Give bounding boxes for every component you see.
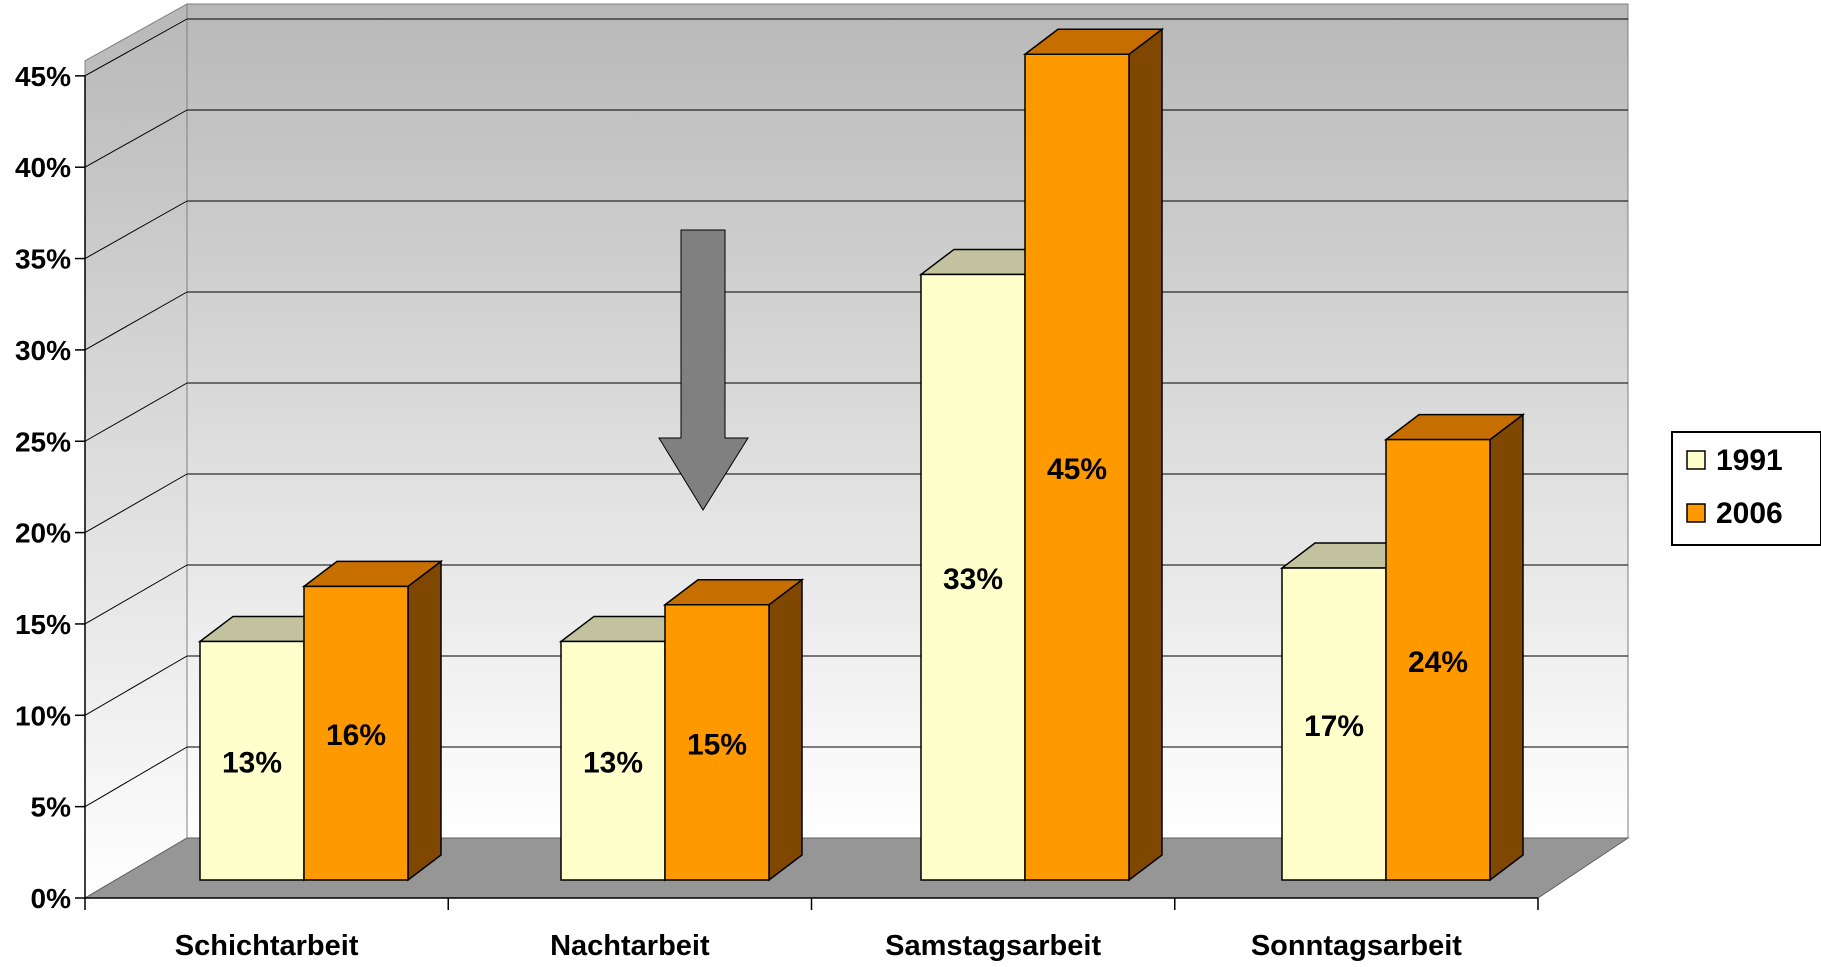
x-tick-label: Schichtarbeit <box>175 930 359 962</box>
y-tick-label: 25% <box>15 426 71 457</box>
gridline-side <box>84 473 188 534</box>
y-tick-label: 40% <box>15 152 71 183</box>
gridline-side <box>84 564 188 625</box>
data-label: 45% <box>1047 453 1107 486</box>
bar-front <box>560 640 666 881</box>
data-label: 15% <box>687 728 747 761</box>
gridline-side <box>84 382 188 442</box>
y-tick-label: 45% <box>15 61 71 92</box>
bar-2006-3 <box>1383 413 1526 882</box>
data-label: 13% <box>222 747 282 780</box>
gridline-side <box>84 109 188 168</box>
x-tick-label: Sonntagsarbeit <box>1251 930 1462 962</box>
bar-front <box>199 640 305 881</box>
y-tick-label: 0% <box>31 883 72 914</box>
data-label: 33% <box>943 563 1003 596</box>
legend-swatch <box>1686 503 1706 523</box>
data-label: 24% <box>1408 646 1468 679</box>
gridline-side <box>84 655 188 716</box>
gridline-side <box>84 200 188 259</box>
bar-front <box>1385 438 1491 881</box>
bar-side <box>1128 27 1163 882</box>
bar-side <box>1489 413 1524 882</box>
y-tick-label: 30% <box>15 335 71 366</box>
x-tick-label: Nachtarbeit <box>550 930 710 962</box>
y-tick-label: 15% <box>15 609 71 640</box>
x-tick-label: Samstagsarbeit <box>885 930 1101 962</box>
gridline-side <box>84 18 188 77</box>
y-tick-label: 5% <box>31 792 72 823</box>
data-label: 13% <box>583 747 643 780</box>
y-tick-label: 20% <box>15 518 71 549</box>
gridline-side <box>84 291 188 351</box>
bar-2006-0 <box>301 559 444 882</box>
legend-label: 2006 <box>1716 497 1783 530</box>
bar-front <box>1024 53 1130 881</box>
bar-2006-2 <box>1022 27 1165 882</box>
legend-label: 1991 <box>1716 444 1783 477</box>
y-tick-label: 10% <box>15 700 71 731</box>
data-label: 17% <box>1304 710 1364 743</box>
bar-front <box>664 604 770 881</box>
bar-side <box>407 559 442 882</box>
gridline-side <box>84 746 188 808</box>
bar-side <box>768 578 803 882</box>
y-tick-label: 35% <box>15 244 71 275</box>
bar-front <box>920 273 1026 881</box>
bar-front <box>1281 567 1387 881</box>
data-label: 16% <box>326 719 386 752</box>
down-arrow-icon <box>658 229 749 511</box>
bar-front <box>303 585 409 881</box>
bar-2006-1 <box>662 578 805 882</box>
legend-swatch <box>1686 450 1706 470</box>
